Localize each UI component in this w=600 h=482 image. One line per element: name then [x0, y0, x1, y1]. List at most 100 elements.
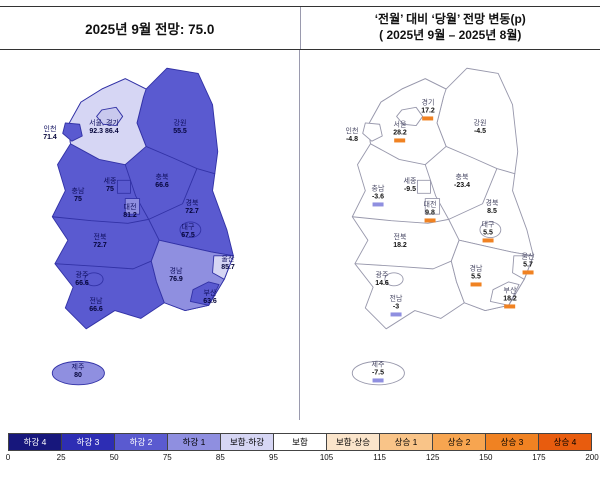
region-value: 9.8: [424, 210, 437, 218]
region-label-jeonnam: 전남 66.6: [89, 298, 103, 314]
region-name: 경북: [185, 200, 199, 208]
legend-segment: 하강 2: [115, 434, 168, 450]
region-value: -23.4: [454, 182, 470, 190]
legend-scale-number: 150: [479, 453, 492, 462]
region-label-sejong: 세종 -9.5: [404, 178, 417, 194]
region-value: 67.5: [181, 232, 195, 240]
region-name: 경남: [470, 265, 483, 273]
region-value: -3.6: [372, 194, 385, 202]
legend-scale-number: 125: [426, 453, 439, 462]
region-name: 인천: [346, 128, 359, 136]
region-label-seoul-gyeonggi: 서울, 경기 92.3 86.4: [89, 120, 119, 136]
region-value: 75: [104, 186, 117, 194]
region-sejong: [417, 180, 430, 193]
region-label-gwangju: 광주 66.6: [75, 272, 89, 288]
region-name: 강원: [173, 120, 187, 128]
region-label-jeonbuk: 전북 72.7: [93, 234, 107, 250]
region-value: 66.6: [75, 280, 89, 288]
region-label-ulsan: 울산 85.7: [221, 256, 235, 272]
region-label-gyeongnam: 경남 5.5: [470, 265, 483, 286]
legend-scale-number: 105: [320, 453, 333, 462]
change-title-line1: ‘전월’ 대비 ‘당월’ 전망 변동(p): [375, 12, 526, 28]
forecast-map-panel: 인천 71.4 서울, 경기 92.3 86.4 강원 55.5 세종 75 충…: [0, 50, 300, 420]
change-map-panel: 인천 -4.8 서울 28.2 경기 17.2 강원 -4.5 세종 -9.5: [300, 50, 600, 420]
region-value: -3: [390, 304, 403, 312]
region-value: 63.6: [203, 298, 217, 306]
legend-scale-number: 175: [532, 453, 545, 462]
region-value: 71.4: [43, 134, 57, 142]
change-up-marker: [424, 219, 435, 223]
legend-segment: 보합: [274, 434, 327, 450]
region-label-jeju: 제주 80: [72, 364, 85, 380]
region-label-incheon: 인천 -4.8: [346, 128, 359, 144]
legend-scale-number: 0: [6, 453, 10, 462]
legend-scale-number: 75: [163, 453, 172, 462]
region-name: 서울, 경기: [89, 120, 119, 128]
region-name: 대구: [181, 224, 195, 232]
region-label-seoul: 서울 28.2: [393, 121, 407, 142]
region-value: 75: [72, 196, 85, 204]
region-label-busan: 부산 18.2: [503, 287, 517, 308]
region-value: 8.5: [486, 208, 499, 216]
region-value: 5.5: [470, 274, 483, 282]
region-value: 14.6: [375, 280, 389, 288]
region-name: 인천: [43, 126, 57, 134]
region-name: 광주: [375, 272, 389, 280]
region-name: 전남: [390, 295, 403, 303]
region-value: 66.6: [155, 182, 169, 190]
region-name: 대전: [123, 204, 137, 212]
change-up-marker: [470, 283, 481, 287]
region-value: 17.2: [421, 108, 435, 116]
change-up-marker: [482, 239, 493, 243]
region-value: -7.5: [372, 370, 385, 378]
region-value: 72.7: [93, 242, 107, 250]
region-name: 부산: [203, 290, 217, 298]
region-value: 28.2: [393, 130, 407, 138]
region-name: 대구: [482, 221, 495, 229]
legend-segment: 하강 1: [168, 434, 221, 450]
region-label-incheon: 인천 71.4: [43, 126, 57, 142]
korea-map-change: [300, 50, 600, 420]
region-name: 제주: [372, 361, 385, 369]
region-label-ulsan: 울산 5.7: [522, 253, 535, 274]
region-value: 76.9: [169, 276, 183, 284]
region-name: 강원: [474, 120, 487, 128]
region-name: 전남: [89, 298, 103, 306]
figure-header: 2025년 9월 전망: 75.0 ‘전월’ 대비 ‘당월’ 전망 변동(p) …: [0, 6, 600, 50]
region-value: 5.7: [522, 262, 535, 270]
change-title-line2: ( 2025년 9월 – 2025년 8월): [379, 28, 521, 44]
change-up-marker: [522, 271, 533, 275]
region-label-gangwon: 강원 55.5: [173, 120, 187, 136]
region-value: 80: [72, 372, 85, 380]
legend-segment: 하강 4: [9, 434, 62, 450]
region-label-gyeongnam: 경남 76.9: [169, 268, 183, 284]
legend-scale-number: 50: [110, 453, 119, 462]
change-down-marker: [372, 203, 383, 207]
region-value: 55.5: [173, 128, 187, 136]
region-label-jeonnam: 전남 -3: [390, 295, 403, 316]
region-label-chungnam: 충남 -3.6: [372, 185, 385, 206]
region-value: 18.2: [503, 296, 517, 304]
region-name: 경기: [421, 99, 435, 107]
region-name: 세종: [404, 178, 417, 186]
legend-scale-number: 25: [57, 453, 66, 462]
region-label-chungbuk: 충북 66.6: [155, 174, 169, 190]
legend-segment: 상승 1: [380, 434, 433, 450]
region-label-chungbuk: 충북 -23.4: [454, 174, 470, 190]
change-up-marker: [505, 305, 516, 309]
region-name: 제주: [72, 364, 85, 372]
korea-map-forecast: [0, 50, 300, 420]
region-value: -9.5: [404, 186, 417, 194]
region-label-gangwon: 강원 -4.5: [474, 120, 487, 136]
change-up-marker: [395, 139, 406, 143]
region-label-gyeonggi: 경기 17.2: [421, 99, 435, 120]
region-value: -4.8: [346, 136, 359, 144]
report-figure: 2025년 9월 전망: 75.0 ‘전월’ 대비 ‘당월’ 전망 변동(p) …: [0, 6, 600, 482]
region-name: 울산: [221, 256, 235, 264]
region-name: 세종: [104, 178, 117, 186]
region-label-jeonbuk: 전북 18.2: [393, 234, 407, 250]
region-value: 72.7: [185, 208, 199, 216]
region-value: 18.2: [393, 242, 407, 250]
